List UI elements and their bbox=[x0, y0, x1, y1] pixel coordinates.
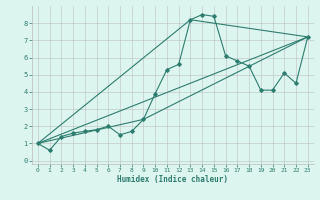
X-axis label: Humidex (Indice chaleur): Humidex (Indice chaleur) bbox=[117, 175, 228, 184]
